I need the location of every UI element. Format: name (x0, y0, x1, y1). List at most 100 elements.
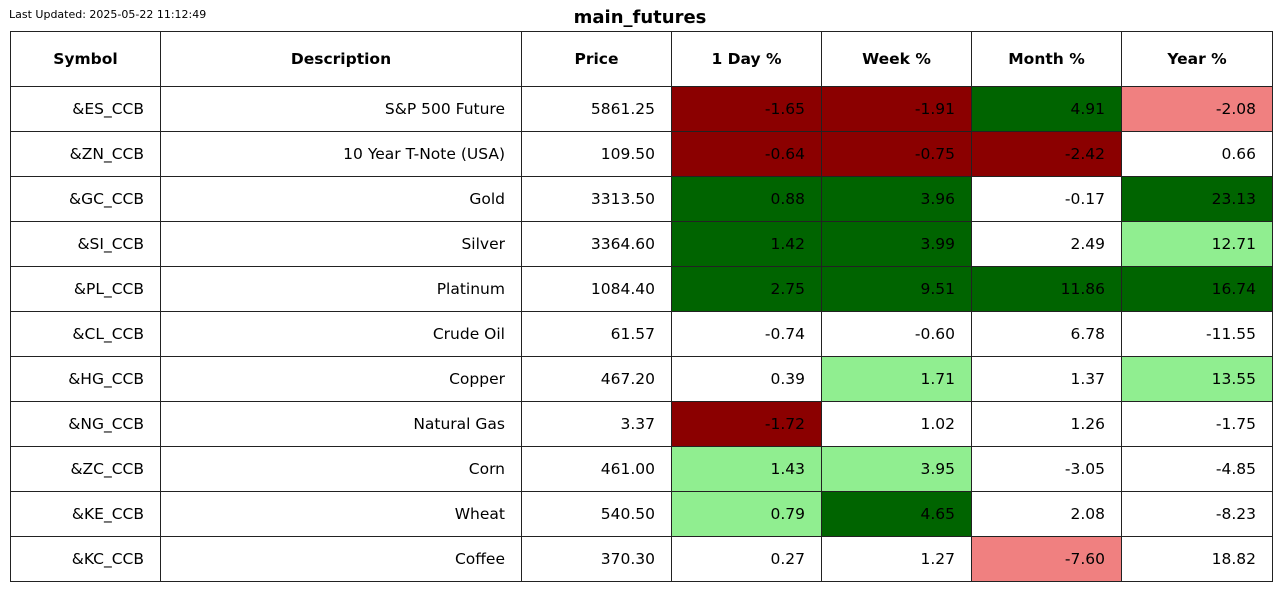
table-row: &HG_CCB Copper 467.20 0.39 1.71 1.37 13.55 (10, 356, 1273, 402)
cell-1-day-pct: 0.88 (671, 176, 822, 222)
cell-month-pct: 1.26 (971, 401, 1122, 447)
cell-symbol: &NG_CCB (10, 401, 161, 447)
cell-1-day-pct: -0.74 (671, 311, 822, 357)
cell-year-pct: -2.08 (1121, 86, 1273, 132)
cell-symbol: &PL_CCB (10, 266, 161, 312)
cell-year-pct: 16.74 (1121, 266, 1273, 312)
cell-price: 461.00 (521, 446, 672, 492)
cell-1-day-pct: 0.39 (671, 356, 822, 402)
table-row: &ES_CCB S&P 500 Future 5861.25 -1.65 -1.91 4.… (10, 86, 1273, 132)
cell-year-pct: -11.55 (1121, 311, 1273, 357)
cell-price: 3364.60 (521, 221, 672, 267)
cell-1-day-pct: -1.65 (671, 86, 822, 132)
cell-week-pct: 4.65 (821, 491, 972, 537)
column-header-price: Price (521, 31, 672, 87)
cell-month-pct: -2.42 (971, 131, 1122, 177)
cell-week-pct: -0.60 (821, 311, 972, 357)
column-header-description: Description (160, 31, 522, 87)
cell-symbol: &GC_CCB (10, 176, 161, 222)
cell-month-pct: 2.08 (971, 491, 1122, 537)
cell-year-pct: -8.23 (1121, 491, 1273, 537)
header-row: Symbol Description Price 1 Day % Week % … (10, 31, 1273, 87)
cell-1-day-pct: 1.42 (671, 221, 822, 267)
cell-1-day-pct: 2.75 (671, 266, 822, 312)
cell-month-pct: 4.91 (971, 86, 1122, 132)
cell-description: S&P 500 Future (160, 86, 522, 132)
cell-month-pct: -3.05 (971, 446, 1122, 492)
table-row: &ZN_CCB 10 Year T-Note (USA) 109.50 -0.64 -0… (10, 131, 1273, 177)
table-row: &KE_CCB Wheat 540.50 0.79 4.65 2.08 -8.23 (10, 491, 1273, 537)
cell-year-pct: 12.71 (1121, 221, 1273, 267)
cell-month-pct: -0.17 (971, 176, 1122, 222)
cell-week-pct: 3.96 (821, 176, 972, 222)
table-row: &GC_CCB Gold 3313.50 0.88 3.96 -0.17 23.13 (10, 176, 1273, 222)
cell-symbol: &ES_CCB (10, 86, 161, 132)
cell-description: 10 Year T-Note (USA) (160, 131, 522, 177)
cell-symbol: &CL_CCB (10, 311, 161, 357)
cell-price: 3.37 (521, 401, 672, 447)
cell-symbol: &SI_CCB (10, 221, 161, 267)
cell-year-pct: 0.66 (1121, 131, 1273, 177)
cell-week-pct: 1.71 (821, 356, 972, 402)
cell-year-pct: 23.13 (1121, 176, 1273, 222)
cell-description: Silver (160, 221, 522, 267)
cell-description: Copper (160, 356, 522, 402)
cell-price: 3313.50 (521, 176, 672, 222)
cell-description: Wheat (160, 491, 522, 537)
cell-symbol: &ZC_CCB (10, 446, 161, 492)
cell-week-pct: 3.99 (821, 221, 972, 267)
cell-month-pct: 6.78 (971, 311, 1122, 357)
column-header-week-pct: Week % (821, 31, 972, 87)
cell-symbol: &KE_CCB (10, 491, 161, 537)
cell-month-pct: 1.37 (971, 356, 1122, 402)
cell-month-pct: 11.86 (971, 266, 1122, 312)
table-row: &ZC_CCB Corn 461.00 1.43 3.95 -3.05 -4.85 (10, 446, 1273, 492)
cell-description: Corn (160, 446, 522, 492)
cell-description: Coffee (160, 536, 522, 582)
cell-year-pct: 13.55 (1121, 356, 1273, 402)
cell-week-pct: 9.51 (821, 266, 972, 312)
cell-1-day-pct: -1.72 (671, 401, 822, 447)
cell-price: 1084.40 (521, 266, 672, 312)
cell-price: 109.50 (521, 131, 672, 177)
cell-description: Crude Oil (160, 311, 522, 357)
cell-symbol: &KC_CCB (10, 536, 161, 582)
cell-description: Platinum (160, 266, 522, 312)
cell-year-pct: -4.85 (1121, 446, 1273, 492)
table-body: &ES_CCB S&P 500 Future 5861.25 -1.65 -1.91 4.… (10, 86, 1273, 582)
table-row: &SI_CCB Silver 3364.60 1.42 3.99 2.49 12.71 (10, 221, 1273, 267)
futures-table: Symbol Description Price 1 Day % Week % … (10, 31, 1273, 582)
cell-price: 540.50 (521, 491, 672, 537)
table-row: &KC_CCB Coffee 370.30 0.27 1.27 -7.60 18.82 (10, 536, 1273, 582)
cell-year-pct: 18.82 (1121, 536, 1273, 582)
cell-week-pct: -0.75 (821, 131, 972, 177)
column-header-year-pct: Year % (1121, 31, 1273, 87)
cell-week-pct: -1.91 (821, 86, 972, 132)
cell-1-day-pct: 0.79 (671, 491, 822, 537)
cell-1-day-pct: -0.64 (671, 131, 822, 177)
table-row: &PL_CCB Platinum 1084.40 2.75 9.51 11.86 16.74 (10, 266, 1273, 312)
column-header-1-day-pct: 1 Day % (671, 31, 822, 87)
cell-price: 370.30 (521, 536, 672, 582)
table-title: main_futures (573, 7, 707, 28)
cell-1-day-pct: 0.27 (671, 536, 822, 582)
last-updated-timestamp: Last Updated: 2025-05-22 11:12:49 (9, 8, 207, 21)
cell-month-pct: 2.49 (971, 221, 1122, 267)
cell-description: Natural Gas (160, 401, 522, 447)
cell-year-pct: -1.75 (1121, 401, 1273, 447)
cell-week-pct: 1.02 (821, 401, 972, 447)
cell-1-day-pct: 1.43 (671, 446, 822, 492)
column-header-symbol: Symbol (10, 31, 161, 87)
cell-price: 5861.25 (521, 86, 672, 132)
column-header-month-pct: Month % (971, 31, 1122, 87)
cell-month-pct: -7.60 (971, 536, 1122, 582)
cell-price: 467.20 (521, 356, 672, 402)
cell-week-pct: 1.27 (821, 536, 972, 582)
cell-price: 61.57 (521, 311, 672, 357)
table-row: &CL_CCB Crude Oil 61.57 -0.74 -0.60 6.78 -11.5… (10, 311, 1273, 357)
cell-description: Gold (160, 176, 522, 222)
table-row: &NG_CCB Natural Gas 3.37 -1.72 1.02 1.26 -1.75 (10, 401, 1273, 447)
cell-symbol: &HG_CCB (10, 356, 161, 402)
cell-symbol: &ZN_CCB (10, 131, 161, 177)
